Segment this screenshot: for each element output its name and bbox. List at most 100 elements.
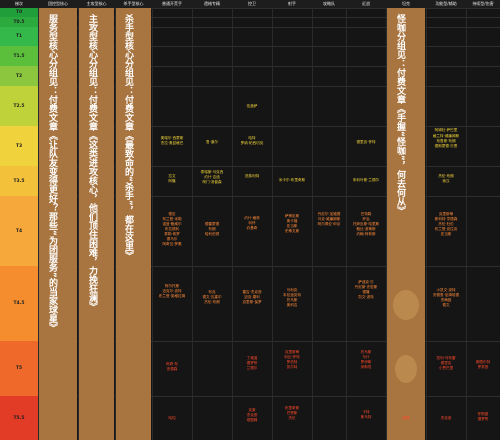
player-name: 哈特 [248, 136, 256, 140]
player-name: 德隆 [362, 290, 370, 294]
player-name: 马克·威廉姆斯 [317, 217, 341, 221]
player-name: 本尼迪克特 [283, 293, 301, 297]
player-name: 托拜厄斯·哈里斯 [352, 222, 380, 226]
cell-t35-f: 杰伦·布朗 索汉 [426, 174, 466, 184]
player-name: 罗纳·帕西切克 [240, 141, 264, 145]
player-name: 凯文·波特 [358, 295, 374, 299]
banner-column-2 [79, 8, 114, 440]
cell-t4-g: 克里斯蒂 斯科特·亨德森 杰伦·杜伦 布兰登·克拉克 亚当斯 [426, 212, 466, 237]
tier-label-t5: T5 [0, 341, 38, 396]
player-name: 克里斯蒂 [438, 212, 454, 216]
player-name: 德马尔 [166, 237, 178, 241]
player-name: 泰瑞斯·马克西 [200, 170, 224, 174]
banner-text-3: 杀手型核心分组见：付费文章《最致命的“杀手”，都在这里》 [123, 14, 133, 260]
header-col-7: 射手 [272, 0, 312, 8]
player-name: 凯利·乌布雷 [436, 356, 456, 360]
player-name: 克里斯蒂 [284, 350, 300, 354]
player-name: 伍盖萨 [246, 104, 258, 108]
cell-t4-b: 德雷蒙德 布朗 哈利伯顿 [192, 222, 232, 237]
header-col-8: 攻略队 [312, 0, 346, 8]
player-name: 迈克·康利 [244, 295, 260, 299]
player-name: 马什 [362, 355, 370, 359]
player-name: 巴恩斯 [286, 411, 298, 415]
player-name: 德罗赞 [246, 361, 258, 365]
banner-column-3 [116, 8, 151, 440]
player-name: 罗伊斯 [360, 360, 372, 364]
tier-label-t2-5: T2.5 [0, 86, 38, 126]
cell-t3-b: 鲁·道尔 [192, 140, 232, 145]
player-name: 托马斯 [286, 298, 298, 302]
cell-t25-a: 伍盖萨 [232, 104, 272, 109]
player-name: 罗伯特 [286, 360, 298, 364]
player-name: 阿尔托斯 [164, 284, 180, 288]
player-name: 卡特 [362, 410, 370, 414]
player-name: 布兰登·米勒 [162, 217, 182, 221]
player-name: 约翰·柯林斯 [356, 232, 376, 236]
watermark-blob-2 [395, 355, 417, 383]
player-name: 阿门·汤普森 [202, 180, 222, 184]
cell-t35-d: 米卡尔·布里奇斯 [272, 178, 312, 183]
player-name: 诺曼·鲍威尔 [162, 222, 182, 226]
cell-t55-d: 卡特 斯马特 [346, 410, 386, 420]
player-name: 伊斯坦 [360, 365, 372, 369]
cell-t55-f: 杰克逊 [426, 416, 466, 421]
player-name: 史蒂文斯 [284, 229, 300, 233]
player-name: 哈珀 [168, 416, 176, 420]
header-col-10: 坦克 [386, 0, 426, 8]
player-name: 格兰特·威廉姆斯 [432, 134, 460, 138]
player-name: 阿姆杜·萨巴里 [434, 128, 458, 132]
player-name: 约什·格林 [244, 216, 260, 220]
player-name: 泰勒·希罗 [164, 232, 180, 236]
header-col-6: 控卫 [232, 0, 272, 8]
player-name: 科怀 [248, 221, 256, 225]
player-name: 布里奇斯 [284, 406, 300, 410]
player-name: 斯图尔特 [475, 360, 491, 364]
cell-t35-a: 拉文 阿隆 [152, 174, 192, 184]
player-name: 亚当斯 [440, 232, 452, 236]
cell-t4-c: 约什·格林 科怀 约基奇 [232, 216, 272, 231]
player-name: 萨博尼斯 [284, 214, 300, 218]
player-name: 杰伦·杜伦 [438, 222, 454, 226]
header-col-2: 主攻型核心 [78, 0, 115, 8]
player-name: 乔治 [362, 217, 370, 221]
player-name: 兰德尔 [246, 366, 258, 370]
player-name: 杰伦 [288, 416, 296, 420]
tier-label-t5-5: T5.5 [0, 396, 38, 440]
player-name: 托马斯 [360, 350, 372, 354]
player-name: 哈利伯顿 [204, 232, 220, 236]
player-name: 德斯蒙德·贝恩 [434, 144, 458, 148]
player-name: 小贾巴里 [438, 366, 454, 370]
player-name: 斯科特·亨德森 [434, 217, 458, 221]
header-col-11: 功能型/辅助 [426, 0, 466, 8]
player-name: 德雷蒙德 [204, 222, 220, 226]
header-col-0: 梯次 [0, 0, 38, 8]
header-col-4: 普通开荒手 [152, 0, 192, 8]
cell-t35-e: 朱利叶斯·兰德尔 [346, 178, 386, 183]
player-name: 德罗赞 [477, 417, 489, 421]
cell-t5-a: 阿奇·布 安德森 [152, 362, 192, 372]
player-name: 布拉德利 [164, 227, 180, 231]
cell-t45-d: 雷吉·杰克逊 迈克·康利 克里斯·保罗 [232, 290, 272, 305]
player-name: 布朗 [208, 227, 216, 231]
player-name: 德尼 [168, 212, 176, 216]
player-name: 亚当斯 [286, 224, 298, 228]
player-name: 阿奇瓦·罗素 [162, 242, 182, 246]
player-name: 索汉 [442, 179, 450, 183]
player-name: 布兰登·克拉克 [434, 227, 458, 231]
cell-t3-e: 阿姆杜·萨巴里 [426, 128, 466, 133]
cell-t3-f: 格兰特·威廉姆斯 布鲁斯·布朗 德斯蒙德·贝恩 [426, 134, 466, 149]
player-name: 克里斯·保罗 [242, 300, 262, 304]
cell-t55-b: 克莱 杰克逊 塔图姆 [232, 408, 272, 423]
tier-label-t0-5: T0.5 [0, 17, 38, 27]
cell-t5-b: 丁威迪 德罗赞 兰德尔 [232, 356, 272, 371]
tier-label-t2: T2 [0, 66, 38, 86]
player-name: 丹尼斯·史密斯 [354, 285, 378, 289]
tier-label-t3-5: T3.5 [0, 166, 38, 196]
player-name: 鲁·道尔 [206, 140, 218, 144]
cell-t55-c: 布里奇斯 巴恩斯 杰伦 [272, 406, 312, 421]
player-name: 杰梅因 [440, 298, 452, 302]
player-name: 丁威迪 [246, 356, 258, 360]
player-name: 范弗利特 [244, 174, 260, 178]
player-name: 丹尼尔·加福德 [317, 212, 341, 216]
cell-t45-e: 萨迪克·贝 丹尼斯·史密斯 德隆 凯文·波特 [346, 280, 386, 300]
